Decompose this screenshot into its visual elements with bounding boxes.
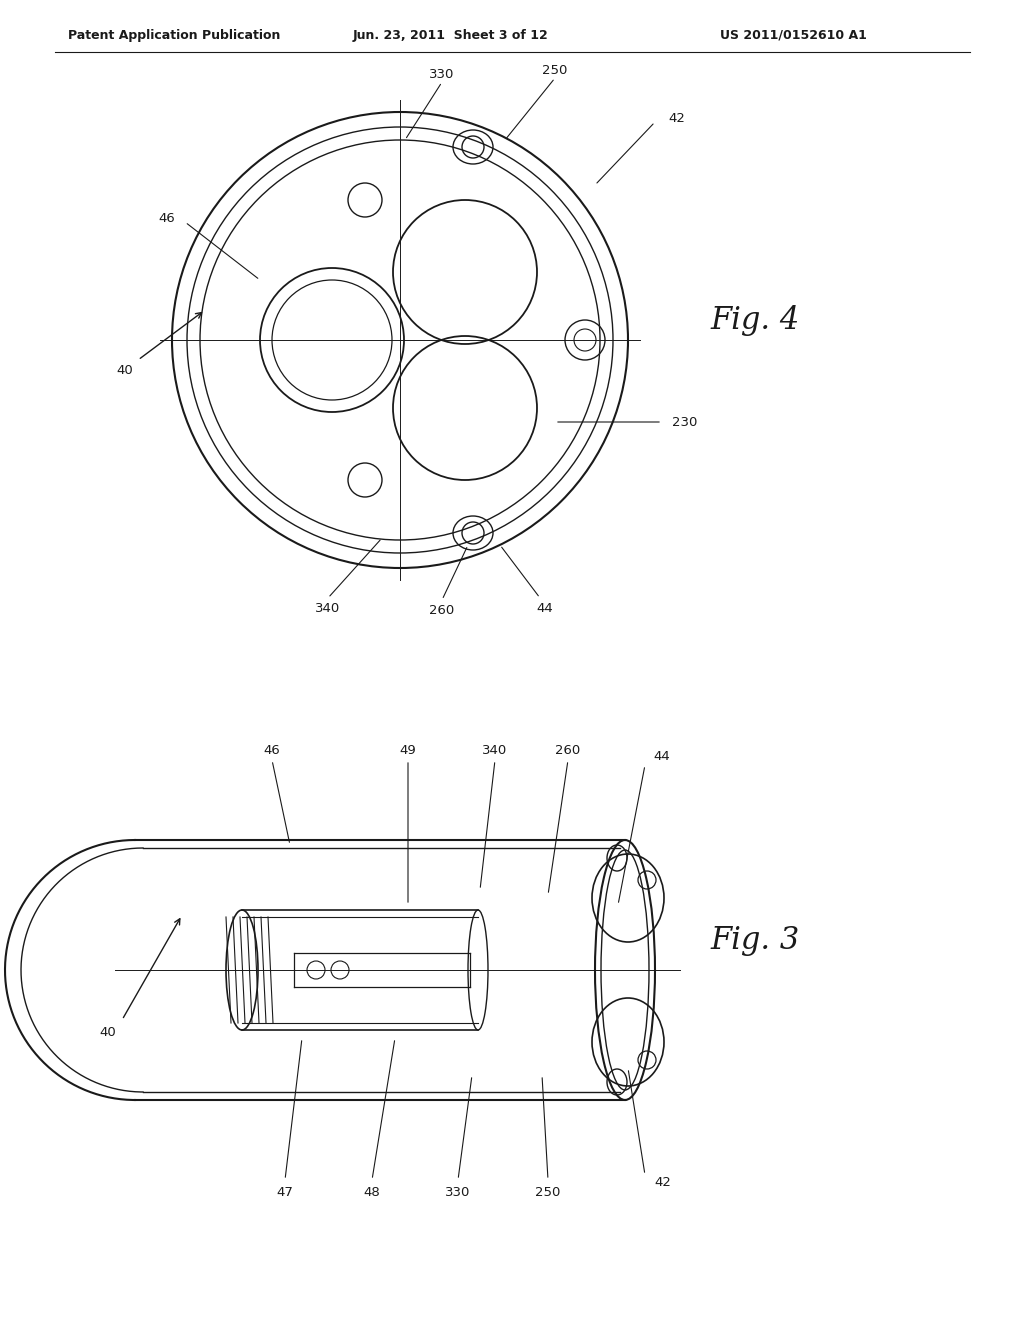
Text: 46: 46: [263, 743, 281, 756]
Text: 46: 46: [159, 211, 175, 224]
Text: 49: 49: [399, 743, 417, 756]
Text: 48: 48: [364, 1185, 380, 1199]
Text: 230: 230: [672, 416, 697, 429]
Text: 250: 250: [536, 1185, 561, 1199]
Text: US 2011/0152610 A1: US 2011/0152610 A1: [720, 29, 867, 41]
Text: 47: 47: [276, 1185, 294, 1199]
Text: 250: 250: [543, 63, 567, 77]
Text: 40: 40: [117, 363, 133, 376]
Text: 44: 44: [537, 602, 553, 615]
Text: Patent Application Publication: Patent Application Publication: [68, 29, 281, 41]
Text: 340: 340: [482, 743, 508, 756]
Text: Jun. 23, 2011  Sheet 3 of 12: Jun. 23, 2011 Sheet 3 of 12: [352, 29, 548, 41]
Text: 330: 330: [429, 69, 455, 82]
Text: 260: 260: [555, 743, 581, 756]
Text: 44: 44: [653, 751, 670, 763]
Text: Fig. 4: Fig. 4: [710, 305, 800, 335]
Text: 42: 42: [654, 1176, 671, 1189]
Text: 340: 340: [315, 602, 341, 615]
Text: 260: 260: [429, 603, 455, 616]
Text: Fig. 3: Fig. 3: [710, 924, 800, 956]
Text: 42: 42: [668, 111, 685, 124]
Text: 40: 40: [99, 1027, 117, 1040]
Text: 330: 330: [445, 1185, 471, 1199]
